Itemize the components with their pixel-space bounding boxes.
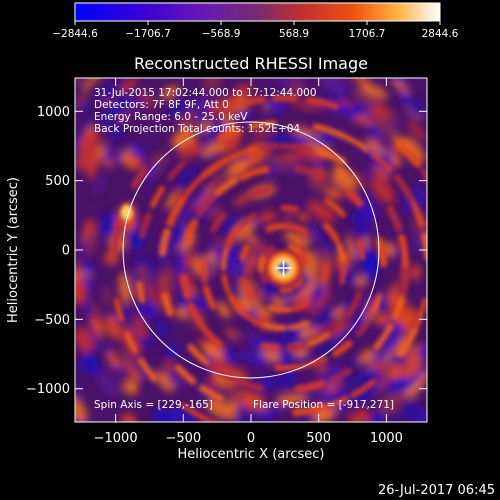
chart-title: Reconstructed RHESSI Image: [134, 54, 368, 73]
y-axis-ticks: [75, 110, 427, 390]
colorbar-labels: −2844.6 −1706.7 −568.9 568.9 1706.7 2844.6: [52, 28, 458, 40]
source-marker-icon: [275, 260, 292, 277]
info-line: Detectors: 7F 8F 9F, Att 0: [94, 99, 229, 111]
info-line: Energy Range: 6.0 - 25.0 keV: [94, 111, 248, 123]
plot-image: [75, 78, 427, 422]
solar-disk-circle: [122, 121, 380, 379]
info-line: Back Projection Total counts: 1.52E+04: [94, 123, 300, 135]
colorbar-tick-label: 1706.7: [349, 28, 386, 40]
footer-timestamp: 26-Jul-2017 06:45: [378, 483, 495, 498]
x-tick-label: 1000: [370, 431, 403, 446]
colorbar-tick-label: −1706.7: [125, 28, 171, 40]
flare-position-text: Flare Position = [-917,271]: [253, 399, 394, 411]
x-axis-ticks: [115, 78, 387, 422]
y-tick-label: 0: [62, 244, 70, 259]
colorbar-ticks: [74, 21, 441, 25]
colorbar-tick-label: −568.9: [202, 28, 241, 40]
y-tick-label: −500: [34, 313, 70, 328]
y-tick-label: 1000: [37, 105, 70, 120]
colorbar-tick-label: 568.9: [279, 28, 309, 40]
info-block: 31-Jul-2015 17:02:44.000 to 17:12:44.000…: [94, 87, 317, 135]
info-line: 31-Jul-2015 17:02:44.000 to 17:12:44.000: [94, 87, 317, 99]
spin-axis-text: Spin Axis = [229,-165]: [94, 399, 213, 411]
x-tick-label: 500: [306, 431, 331, 446]
y-axis-label: Heliocentric Y (arcsec): [6, 177, 21, 323]
colorbar: [74, 2, 441, 22]
x-axis-label: Heliocentric X (arcsec): [178, 447, 325, 462]
x-tick-label: −500: [165, 431, 201, 446]
y-tick-label: 500: [45, 174, 70, 189]
colorbar-tick-label: −2844.6: [52, 28, 98, 40]
y-tick-labels: −1000 −500 0 500 1000: [26, 105, 70, 397]
x-tick-label: 0: [247, 431, 255, 446]
y-tick-label: −1000: [26, 382, 70, 397]
x-tick-labels: −1000 −500 0 500 1000: [94, 431, 403, 446]
x-tick-label: −1000: [94, 431, 138, 446]
colorbar-tick-label: 2844.6: [422, 28, 459, 40]
